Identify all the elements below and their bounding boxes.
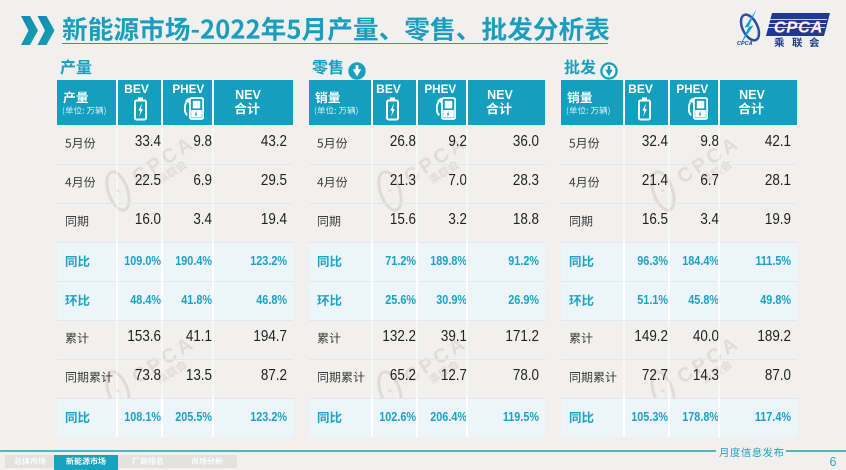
svg-text:CPCA: CPCA — [774, 20, 823, 37]
svg-text:CPCA: CPCA — [737, 41, 753, 47]
